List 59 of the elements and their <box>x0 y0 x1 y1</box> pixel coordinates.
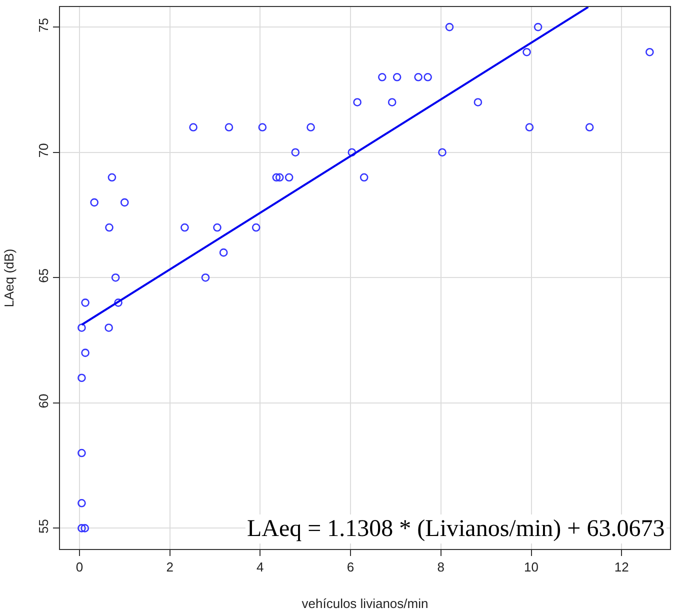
point <box>78 498 86 508</box>
point <box>360 173 368 182</box>
x-tick-label: 2 <box>166 560 174 575</box>
point <box>445 22 454 32</box>
point <box>272 173 281 182</box>
x-tick-label: 8 <box>437 560 445 575</box>
point <box>78 448 86 458</box>
y-axis-title: LAeq (dB) <box>2 248 17 308</box>
point <box>525 123 534 132</box>
y-tick-label: 55 <box>36 519 51 534</box>
point <box>378 73 386 82</box>
point <box>78 524 86 532</box>
point <box>81 348 90 357</box>
point <box>585 123 594 132</box>
x-tick-label: 12 <box>614 560 629 575</box>
point <box>348 148 356 156</box>
point <box>414 73 422 82</box>
point <box>284 173 294 182</box>
point <box>189 123 198 132</box>
y-tick-label: 75 <box>36 18 51 32</box>
point <box>90 198 98 207</box>
point <box>213 223 222 232</box>
point <box>111 273 120 282</box>
point <box>104 324 113 332</box>
point <box>114 298 122 307</box>
x-tick-label: 0 <box>76 560 84 575</box>
point <box>388 98 396 106</box>
point <box>81 298 90 307</box>
point <box>180 223 189 232</box>
point <box>438 148 446 156</box>
annotation: LAeq = 1.1308 * (Livianos/min) + 63.0673 <box>247 516 665 542</box>
point <box>252 223 260 232</box>
point <box>522 48 531 56</box>
point <box>108 173 116 182</box>
point <box>353 98 362 106</box>
point <box>424 73 432 82</box>
x-tick-label: 4 <box>256 560 264 575</box>
x-tick-label: 10 <box>524 560 539 575</box>
point <box>78 324 86 332</box>
point <box>534 22 542 32</box>
point <box>275 173 284 182</box>
point <box>646 48 654 56</box>
y-tick-label: 60 <box>36 394 51 408</box>
point <box>291 148 300 156</box>
x-tick-label: 6 <box>346 560 354 575</box>
point <box>78 374 86 382</box>
point <box>258 123 267 132</box>
point <box>201 273 210 282</box>
point <box>120 198 129 207</box>
point <box>392 73 402 82</box>
x-axis-title: vehículos livianos/min <box>302 596 428 612</box>
y-tick-label: 70 <box>36 143 51 158</box>
point <box>80 524 89 532</box>
point <box>306 123 315 132</box>
y-tick-label: 65 <box>36 268 51 283</box>
point <box>474 98 482 106</box>
point <box>219 248 228 257</box>
point <box>224 123 234 132</box>
point <box>105 223 114 232</box>
